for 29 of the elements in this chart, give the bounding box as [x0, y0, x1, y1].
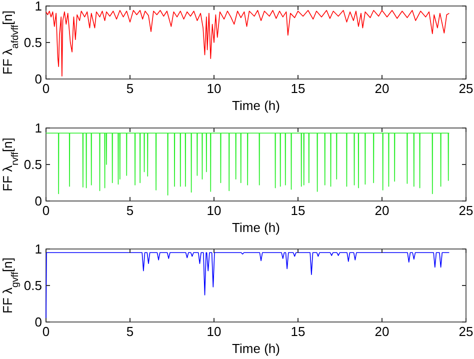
line-series: [46, 10, 450, 76]
y-tick-label: 0: [34, 314, 42, 330]
x-tick-label: 15: [290, 203, 306, 218]
y-tick-label: 1: [34, 120, 42, 136]
x-tick-label: 15: [290, 324, 306, 339]
x-tick-label: 10: [206, 203, 222, 218]
x-tick-label: 25: [458, 81, 474, 96]
x-tick-label: 25: [458, 324, 474, 339]
y-tick-label: 0.5: [24, 278, 42, 293]
x-tick-label: 25: [458, 203, 474, 218]
x-tick-label: 10: [206, 324, 222, 339]
y-tick-label: 0: [34, 72, 42, 86]
x-tick-label: 15: [290, 81, 306, 96]
y-tick-label: 1: [34, 242, 42, 256]
x-tick-label: 20: [374, 81, 390, 96]
x-tick-label: 20: [374, 203, 390, 218]
x-tick-label: 5: [126, 81, 134, 96]
x-tick-label: 20: [374, 324, 390, 339]
y-tick-label: 0.5: [24, 157, 42, 172]
x-tick-label: 5: [126, 203, 134, 218]
y-tick-label: 0: [34, 194, 42, 208]
x-tick-label: 5: [126, 324, 134, 339]
x-tick-label: 10: [206, 81, 222, 96]
x-axis-title: Time (h): [232, 98, 280, 113]
y-tick-label: 0.5: [24, 35, 42, 50]
y-tick-label: 1: [34, 0, 42, 14]
x-axis-title: Time (h): [232, 341, 280, 356]
line-series: [46, 132, 450, 196]
x-axis-title: Time (h): [232, 220, 280, 235]
